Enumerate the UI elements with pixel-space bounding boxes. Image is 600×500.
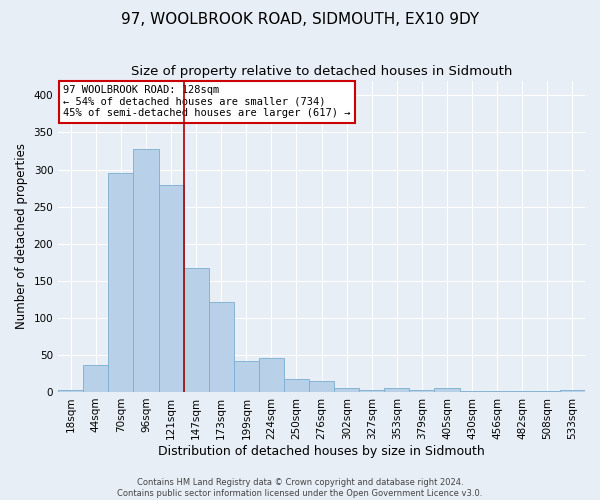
Bar	[560, 390, 585, 392]
Bar	[535, 391, 560, 392]
Bar	[259, 358, 284, 392]
Bar	[510, 391, 535, 392]
Text: 97 WOOLBROOK ROAD: 128sqm
← 54% of detached houses are smaller (734)
45% of semi: 97 WOOLBROOK ROAD: 128sqm ← 54% of detac…	[64, 85, 351, 118]
Bar	[409, 390, 434, 392]
Bar	[460, 391, 485, 392]
Bar	[234, 361, 259, 392]
Bar	[109, 173, 133, 392]
Bar	[434, 388, 460, 392]
Bar	[184, 268, 209, 392]
Text: 97, WOOLBROOK ROAD, SIDMOUTH, EX10 9DY: 97, WOOLBROOK ROAD, SIDMOUTH, EX10 9DY	[121, 12, 479, 28]
Bar	[334, 388, 359, 392]
Y-axis label: Number of detached properties: Number of detached properties	[15, 144, 28, 330]
Bar	[284, 380, 309, 392]
Bar	[158, 185, 184, 392]
Bar	[385, 388, 409, 392]
Bar	[309, 381, 334, 392]
Bar	[359, 390, 385, 392]
Bar	[133, 149, 158, 392]
Bar	[485, 391, 510, 392]
Bar	[58, 390, 83, 392]
Bar	[209, 302, 234, 392]
X-axis label: Distribution of detached houses by size in Sidmouth: Distribution of detached houses by size …	[158, 444, 485, 458]
Text: Contains HM Land Registry data © Crown copyright and database right 2024.
Contai: Contains HM Land Registry data © Crown c…	[118, 478, 482, 498]
Title: Size of property relative to detached houses in Sidmouth: Size of property relative to detached ho…	[131, 65, 512, 78]
Bar	[83, 364, 109, 392]
